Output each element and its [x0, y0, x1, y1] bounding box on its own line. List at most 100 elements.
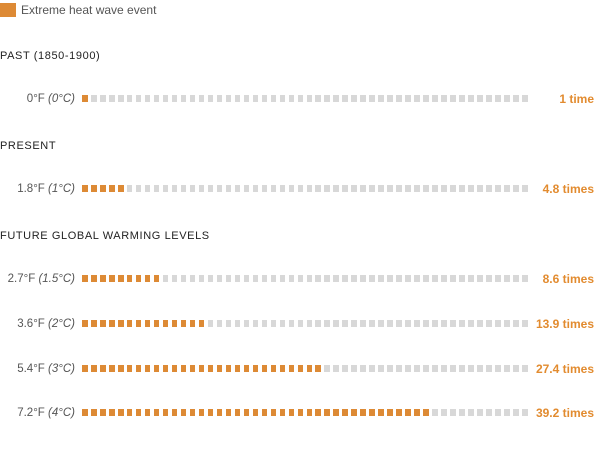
event-square: [90, 320, 97, 327]
event-square: [153, 275, 160, 282]
empty-square: [477, 409, 483, 416]
empty-square: [333, 95, 340, 102]
empty-square: [252, 185, 259, 192]
empty-square: [504, 185, 510, 192]
empty-square: [387, 320, 393, 327]
event-square: [144, 409, 151, 416]
event-square: [378, 409, 384, 416]
empty-square: [243, 275, 250, 282]
empty-square: [99, 95, 106, 102]
event-square: [82, 185, 88, 192]
empty-square: [441, 365, 447, 372]
empty-square: [396, 320, 402, 327]
row-value-3: 13.9 times: [535, 317, 594, 331]
empty-square: [351, 275, 357, 282]
empty-square: [387, 365, 393, 372]
row-label-c: (3°C): [48, 363, 75, 375]
empty-square: [504, 320, 510, 327]
empty-square: [279, 275, 286, 282]
empty-square: [414, 275, 420, 282]
empty-square: [369, 185, 375, 192]
empty-square: [405, 275, 411, 282]
empty-square: [432, 409, 438, 416]
event-square: [198, 320, 205, 327]
event-square: [90, 365, 97, 372]
event-square: [261, 409, 268, 416]
event-square: [162, 320, 169, 327]
event-square: [144, 320, 151, 327]
empty-square: [504, 409, 510, 416]
empty-square: [297, 320, 304, 327]
empty-square: [513, 275, 519, 282]
row-label-c: (1°C): [48, 183, 75, 195]
empty-square: [450, 365, 456, 372]
empty-square: [90, 95, 97, 102]
empty-square: [477, 320, 483, 327]
event-square: [126, 275, 133, 282]
event-square: [82, 365, 88, 372]
row-value-2: 8.6 times: [542, 272, 594, 286]
empty-square: [180, 95, 187, 102]
event-square: [234, 365, 241, 372]
empty-square: [333, 365, 340, 372]
empty-square: [216, 320, 223, 327]
empty-square: [252, 275, 259, 282]
event-square: [288, 409, 295, 416]
empty-square: [369, 95, 375, 102]
event-square: [82, 275, 88, 282]
empty-square: [486, 320, 492, 327]
event-square: [171, 409, 178, 416]
empty-square: [360, 320, 366, 327]
empty-square: [153, 185, 160, 192]
empty-square: [279, 320, 286, 327]
empty-square: [144, 185, 151, 192]
event-square: [99, 185, 106, 192]
empty-square: [333, 275, 340, 282]
empty-square: [225, 275, 232, 282]
event-square: [225, 365, 232, 372]
event-square: [162, 409, 169, 416]
event-square: [82, 320, 88, 327]
empty-square: [378, 95, 384, 102]
section-label-future: FUTURE GLOBAL WARMING LEVELS: [0, 230, 210, 242]
empty-square: [513, 365, 519, 372]
event-square: [189, 365, 196, 372]
empty-square: [486, 95, 492, 102]
empty-square: [378, 320, 384, 327]
empty-square: [315, 320, 322, 327]
event-square: [180, 320, 187, 327]
empty-square: [207, 95, 214, 102]
event-square: [144, 275, 151, 282]
empty-square: [450, 95, 456, 102]
empty-square: [207, 275, 214, 282]
event-square: [369, 409, 375, 416]
empty-square: [522, 95, 528, 102]
empty-square: [369, 320, 375, 327]
empty-square: [333, 320, 340, 327]
empty-square: [486, 185, 492, 192]
empty-square: [198, 275, 205, 282]
empty-square: [504, 365, 510, 372]
empty-square: [288, 275, 295, 282]
event-square: [135, 320, 142, 327]
event-square: [297, 409, 304, 416]
empty-square: [360, 185, 366, 192]
event-square: [126, 365, 133, 372]
empty-square: [261, 95, 268, 102]
empty-square: [387, 95, 393, 102]
empty-square: [207, 320, 214, 327]
empty-square: [324, 320, 331, 327]
empty-square: [216, 95, 223, 102]
empty-square: [288, 320, 295, 327]
empty-square: [279, 95, 286, 102]
empty-square: [486, 275, 492, 282]
empty-square: [468, 320, 474, 327]
empty-square: [477, 185, 483, 192]
event-square: [144, 365, 151, 372]
empty-square: [441, 320, 447, 327]
row-value-5: 39.2 times: [535, 406, 594, 420]
row-label-4: 5.4°F (3°C): [17, 362, 75, 376]
empty-square: [351, 320, 357, 327]
empty-square: [351, 185, 357, 192]
empty-square: [441, 275, 447, 282]
